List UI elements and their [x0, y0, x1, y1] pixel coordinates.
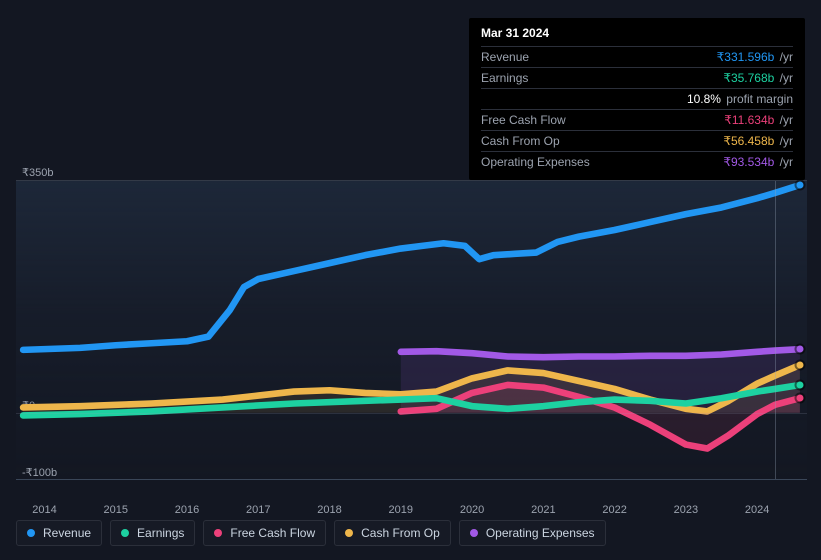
chart-area: ₹350b₹0-₹100b 20142015201620172018201920… — [16, 160, 807, 500]
series-end-dot — [796, 346, 803, 353]
series-end-dot — [796, 395, 803, 402]
x-tick-label: 2020 — [460, 504, 484, 516]
tooltip-row: Free Cash Flow ₹11.634b /yr — [481, 109, 793, 130]
tooltip-value: 10.8% profit margin — [687, 92, 793, 106]
legend-item-free-cash-flow[interactable]: Free Cash Flow — [203, 520, 326, 546]
legend-item-operating-expenses[interactable]: Operating Expenses — [459, 520, 606, 546]
x-tick-label: 2021 — [531, 504, 555, 516]
legend-item-cash-from-op[interactable]: Cash From Op — [334, 520, 451, 546]
series-end-dot — [796, 181, 803, 188]
zero-gridline — [16, 413, 807, 414]
tooltip-row: Cash From Op ₹56.458b /yr — [481, 130, 793, 151]
tooltip-value: ₹35.768b /yr — [723, 71, 793, 85]
tooltip-value: ₹56.458b /yr — [723, 134, 793, 148]
series-end-dot — [796, 362, 803, 369]
x-tick-label: 2022 — [602, 504, 626, 516]
x-tick-label: 2024 — [745, 504, 769, 516]
tooltip-value: ₹11.634b /yr — [724, 113, 793, 127]
legend-swatch — [214, 529, 222, 537]
cursor-line — [775, 181, 776, 479]
legend-item-revenue[interactable]: Revenue — [16, 520, 102, 546]
tooltip-date: Mar 31 2024 — [481, 26, 793, 46]
tooltip-label: Cash From Op — [481, 134, 560, 148]
x-tick-label: 2017 — [246, 504, 270, 516]
x-tick-label: 2023 — [674, 504, 698, 516]
legend-swatch — [345, 529, 353, 537]
series-end-dot — [796, 381, 803, 388]
series-revenue — [23, 185, 800, 350]
y-tick-label: ₹350b — [22, 166, 53, 179]
tooltip-label: Revenue — [481, 50, 529, 64]
legend-label: Revenue — [43, 526, 91, 540]
tooltip-value: ₹331.596b /yr — [717, 50, 793, 64]
tooltip-label: Free Cash Flow — [481, 113, 566, 127]
legend-label: Earnings — [137, 526, 184, 540]
legend-swatch — [27, 529, 35, 537]
legend-label: Cash From Op — [361, 526, 440, 540]
tooltip-row: 10.8% profit margin — [481, 88, 793, 109]
legend: Revenue Earnings Free Cash Flow Cash From O… — [16, 520, 606, 546]
plot-region[interactable] — [16, 180, 807, 480]
data-tooltip: Mar 31 2024 Revenue ₹331.596b /yr Earnings… — [469, 18, 805, 180]
x-tick-label: 2016 — [175, 504, 199, 516]
x-tick-label: 2014 — [32, 504, 56, 516]
legend-item-earnings[interactable]: Earnings — [110, 520, 195, 546]
legend-label: Free Cash Flow — [230, 526, 315, 540]
tooltip-row: Revenue ₹331.596b /yr — [481, 46, 793, 67]
legend-label: Operating Expenses — [486, 526, 595, 540]
tooltip-label: Earnings — [481, 71, 528, 85]
x-tick-label: 2015 — [104, 504, 128, 516]
legend-swatch — [470, 529, 478, 537]
x-tick-label: 2018 — [317, 504, 341, 516]
legend-swatch — [121, 529, 129, 537]
x-tick-label: 2019 — [389, 504, 413, 516]
tooltip-row: Earnings ₹35.768b /yr — [481, 67, 793, 88]
